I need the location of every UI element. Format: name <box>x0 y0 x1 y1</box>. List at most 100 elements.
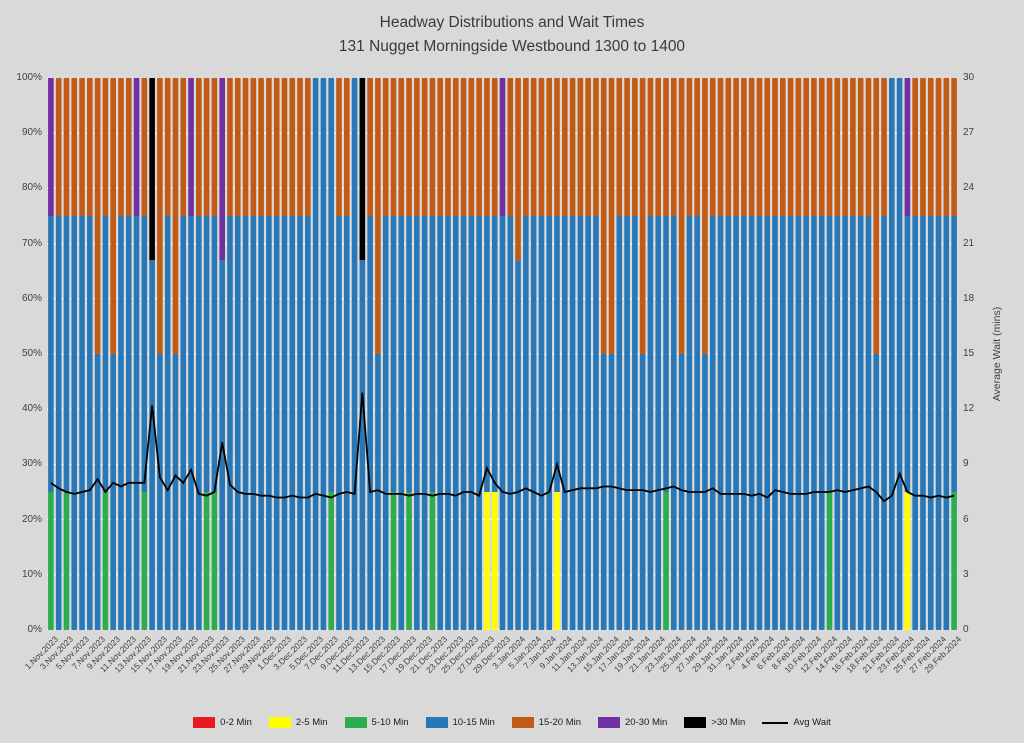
bar-segment-10-15-min <box>881 216 887 630</box>
bar-segment-5-10-min <box>951 492 957 630</box>
bar-segment-10-15-min <box>655 216 662 630</box>
bar-segment-15-20-min <box>678 78 685 354</box>
y-left-tick-label: 40% <box>21 403 42 415</box>
bar-segment-10-15-min <box>491 216 498 492</box>
bar-segment-15-20-min <box>421 78 428 216</box>
bar-segment-10-15-min <box>203 216 210 492</box>
bar-segment-10-15-min <box>764 216 771 630</box>
y-left-tick-label: 100% <box>16 72 42 83</box>
bar-segment-10-15-min <box>678 354 685 630</box>
bar-segment-15-20-min <box>164 78 171 216</box>
bar-segment-10-15-min <box>367 216 373 630</box>
bar-segment-10-15-min <box>211 216 218 492</box>
bar-segment-10-15-min <box>48 216 54 492</box>
bar-segment-10-15-min <box>234 216 241 630</box>
bar-segment-10-15-min <box>351 78 358 630</box>
bar-segment-10-15-min <box>772 216 778 630</box>
bar-segment-20-30-min <box>219 78 225 261</box>
bar-segment-15-20-min <box>709 78 716 216</box>
bar-segment-15-20-min <box>94 78 101 354</box>
bar-segment-15-20-min <box>881 78 887 216</box>
bar-segment-2-5-min <box>904 492 911 630</box>
bar-segment-15-20-min <box>733 78 739 216</box>
bar-segment-10-15-min <box>686 216 693 630</box>
bar-segment-10-15-min <box>608 354 615 630</box>
bar-segment-10-15-min <box>281 216 288 630</box>
bar-segment-15-20-min <box>234 78 241 216</box>
legend-color-swatch <box>193 717 216 728</box>
legend-color-swatch <box>425 717 448 728</box>
bar-segment-10-15-min <box>343 216 350 630</box>
bar-segment-10-15-min <box>538 216 545 630</box>
bar-segment-15-20-min <box>445 78 451 216</box>
y-right-tick-label: 24 <box>963 182 975 194</box>
bar-segment-10-15-min <box>632 216 638 630</box>
bar-segment-10-15-min <box>694 216 700 630</box>
y-left-tick-label: 90% <box>21 127 42 139</box>
bar-segment-10-15-min <box>569 216 576 630</box>
bar-segment-10-15-min <box>336 216 342 630</box>
bar-segment-10-15-min <box>305 216 311 630</box>
bar-segment-15-20-min <box>460 78 467 216</box>
bar-segment-15-20-min <box>702 78 708 354</box>
bar-segment-10-15-min <box>733 216 739 630</box>
bar-segment-10-15-min <box>523 216 529 630</box>
legend-label: 5-10 Min <box>371 717 409 728</box>
bar-segment-15-20-min <box>125 78 132 216</box>
bar-segment-10-15-min <box>406 216 412 492</box>
y-right-tick-label: 9 <box>963 458 969 470</box>
bar-segment-15-20-min <box>670 78 677 216</box>
bar-segment-10-15-min <box>289 216 296 630</box>
bar-segment-15-20-min <box>336 78 342 216</box>
chart-subtitle: 131 Nugget Morningside Westbound 1300 to… <box>338 38 686 56</box>
bar-segment-15-20-min <box>258 78 264 216</box>
bar-segment-10-15-min <box>889 78 895 630</box>
bar-segment-10-15-min <box>398 216 405 630</box>
bar-segment-10-15-min <box>196 216 202 630</box>
bar-segment-15-20-min <box>569 78 576 216</box>
bar-segment-20-30-min <box>499 78 506 216</box>
y-left-tick-label: 70% <box>21 237 42 249</box>
bar-segment-5-10-min <box>211 492 218 630</box>
y-right-tick-label: 27 <box>963 127 975 139</box>
bar-segment--30-min <box>359 78 366 261</box>
plot-svg <box>47 77 958 631</box>
bar-segment-10-15-min <box>157 354 163 630</box>
bar-segment-5-10-min <box>48 492 54 630</box>
chart-title-block: Headway Distributions and Wait Times 131… <box>0 11 1024 59</box>
bar-segment-10-15-min <box>943 216 950 630</box>
bar-segment-15-20-min <box>367 78 373 216</box>
bar-segment-10-15-min <box>87 216 93 630</box>
bar-segment-10-15-min <box>94 354 101 630</box>
legend-item: >30 Min <box>684 717 745 728</box>
bar-segment-15-20-min <box>242 78 249 216</box>
bar-segment-15-20-min <box>834 78 841 216</box>
bar-segment-10-15-min <box>312 78 319 630</box>
bar-segment-10-15-min <box>63 216 70 492</box>
legend-label: 2-5 Min <box>295 717 328 728</box>
bar-segment-10-15-min <box>904 216 911 492</box>
y-right-tick-label: 3 <box>963 568 969 580</box>
bar-segment-15-20-min <box>756 78 763 216</box>
bar-segment-15-20-min <box>608 78 615 354</box>
bar-segment-10-15-min <box>180 216 187 630</box>
bar-segment-10-15-min <box>912 216 918 630</box>
y-right-tick-label: 12 <box>963 403 975 415</box>
bar-segment-10-15-min <box>499 216 506 630</box>
bar-segment-15-20-min <box>468 78 475 216</box>
bar-segment-10-15-min <box>857 216 864 630</box>
bar-segment-15-20-min <box>826 78 833 216</box>
bar-segment-10-15-min <box>149 260 155 630</box>
bar-segment-15-20-min <box>600 78 607 354</box>
bar-segment-10-15-min <box>780 216 786 630</box>
legend-item: 0-2 Min <box>193 717 252 728</box>
y-right-tick-label: 0 <box>963 624 969 635</box>
bar-segment-15-20-min <box>912 78 918 216</box>
bar-segment-15-20-min <box>927 78 934 216</box>
chart-title: Headway Distributions and Wait Times <box>379 14 645 31</box>
bar-segment-10-15-min <box>811 216 817 630</box>
bar-segment-15-20-min <box>655 78 662 216</box>
legend-color-swatch <box>684 717 707 728</box>
bar-segment-15-20-min <box>818 78 825 216</box>
bar-segment-10-15-min <box>748 216 755 630</box>
